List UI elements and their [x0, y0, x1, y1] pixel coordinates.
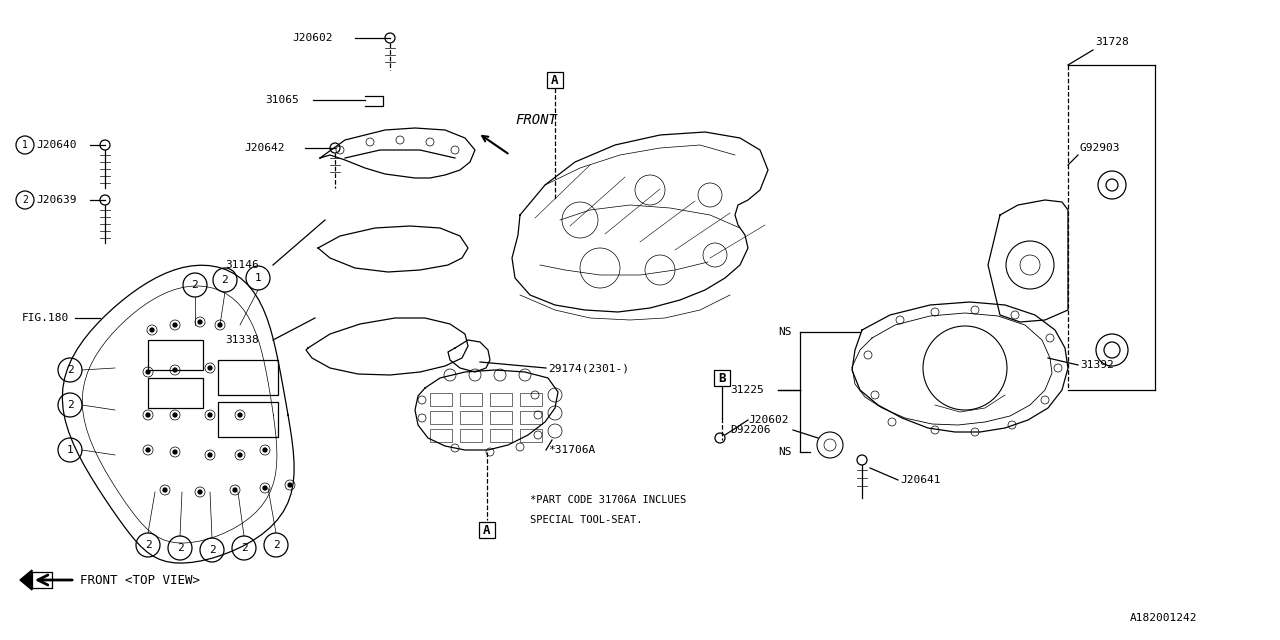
Bar — [218, 402, 278, 437]
Circle shape — [218, 323, 221, 327]
Text: J20640: J20640 — [36, 140, 77, 150]
Text: A: A — [552, 74, 559, 86]
Text: NS: NS — [778, 447, 791, 457]
Text: A182001242: A182001242 — [1130, 613, 1198, 623]
Text: 2: 2 — [241, 543, 247, 553]
Text: 1: 1 — [22, 140, 28, 150]
Text: FRONT <TOP VIEW>: FRONT <TOP VIEW> — [79, 573, 200, 586]
Text: *PART CODE 31706A INCLUES: *PART CODE 31706A INCLUES — [530, 495, 686, 505]
Text: 2: 2 — [67, 400, 73, 410]
Circle shape — [262, 448, 268, 452]
Text: G92903: G92903 — [1080, 143, 1120, 153]
Text: FIG.180: FIG.180 — [22, 313, 69, 323]
Text: A: A — [484, 524, 490, 536]
Bar — [490, 411, 512, 424]
Bar — [520, 429, 541, 442]
Text: 31146: 31146 — [225, 260, 259, 270]
Circle shape — [146, 413, 150, 417]
Text: 31392: 31392 — [1080, 360, 1114, 370]
Circle shape — [288, 483, 292, 487]
Text: 1: 1 — [255, 273, 261, 283]
Text: 31728: 31728 — [1094, 37, 1129, 47]
Bar — [490, 429, 512, 442]
Text: *31706A: *31706A — [548, 445, 595, 455]
Circle shape — [146, 448, 150, 452]
Text: 2: 2 — [209, 545, 215, 555]
Text: 31065: 31065 — [265, 95, 298, 105]
Bar — [460, 411, 483, 424]
Text: 29174(2301-): 29174(2301-) — [548, 363, 628, 373]
Text: J20602: J20602 — [748, 415, 788, 425]
Circle shape — [198, 320, 202, 324]
Circle shape — [238, 413, 242, 417]
Text: 2: 2 — [145, 540, 151, 550]
Bar — [460, 429, 483, 442]
Circle shape — [233, 488, 237, 492]
Text: J20641: J20641 — [900, 475, 941, 485]
Bar — [547, 72, 563, 88]
Bar — [430, 393, 452, 406]
Circle shape — [207, 366, 212, 370]
Text: 31225: 31225 — [730, 385, 764, 395]
Text: 2: 2 — [22, 195, 28, 205]
Text: 1: 1 — [67, 445, 73, 455]
Bar — [714, 370, 730, 386]
Text: J20602: J20602 — [292, 33, 333, 43]
Bar — [430, 429, 452, 442]
Text: 2: 2 — [273, 540, 279, 550]
Bar — [148, 340, 204, 370]
Bar — [479, 522, 495, 538]
Text: 2: 2 — [192, 280, 198, 290]
Circle shape — [150, 328, 154, 332]
Text: 2: 2 — [177, 543, 183, 553]
Text: J20642: J20642 — [244, 143, 284, 153]
Circle shape — [173, 413, 177, 417]
Text: SPECIAL TOOL-SEAT.: SPECIAL TOOL-SEAT. — [530, 515, 643, 525]
Circle shape — [173, 368, 177, 372]
Circle shape — [146, 370, 150, 374]
Text: 31338: 31338 — [225, 335, 259, 345]
Circle shape — [238, 453, 242, 457]
Circle shape — [207, 413, 212, 417]
Bar — [520, 393, 541, 406]
Text: 2: 2 — [67, 365, 73, 375]
Bar — [460, 393, 483, 406]
Text: B: B — [718, 371, 726, 385]
Circle shape — [262, 486, 268, 490]
Text: D92206: D92206 — [730, 425, 771, 435]
Bar — [430, 411, 452, 424]
Bar — [148, 378, 204, 408]
Circle shape — [163, 488, 166, 492]
Bar — [520, 411, 541, 424]
Text: NS: NS — [778, 327, 791, 337]
Bar — [490, 393, 512, 406]
Bar — [218, 360, 278, 395]
Circle shape — [173, 450, 177, 454]
Circle shape — [207, 453, 212, 457]
Circle shape — [173, 323, 177, 327]
Circle shape — [198, 490, 202, 494]
Text: J20639: J20639 — [36, 195, 77, 205]
Text: FRONT: FRONT — [515, 113, 557, 127]
Polygon shape — [20, 570, 32, 590]
Text: 2: 2 — [221, 275, 228, 285]
